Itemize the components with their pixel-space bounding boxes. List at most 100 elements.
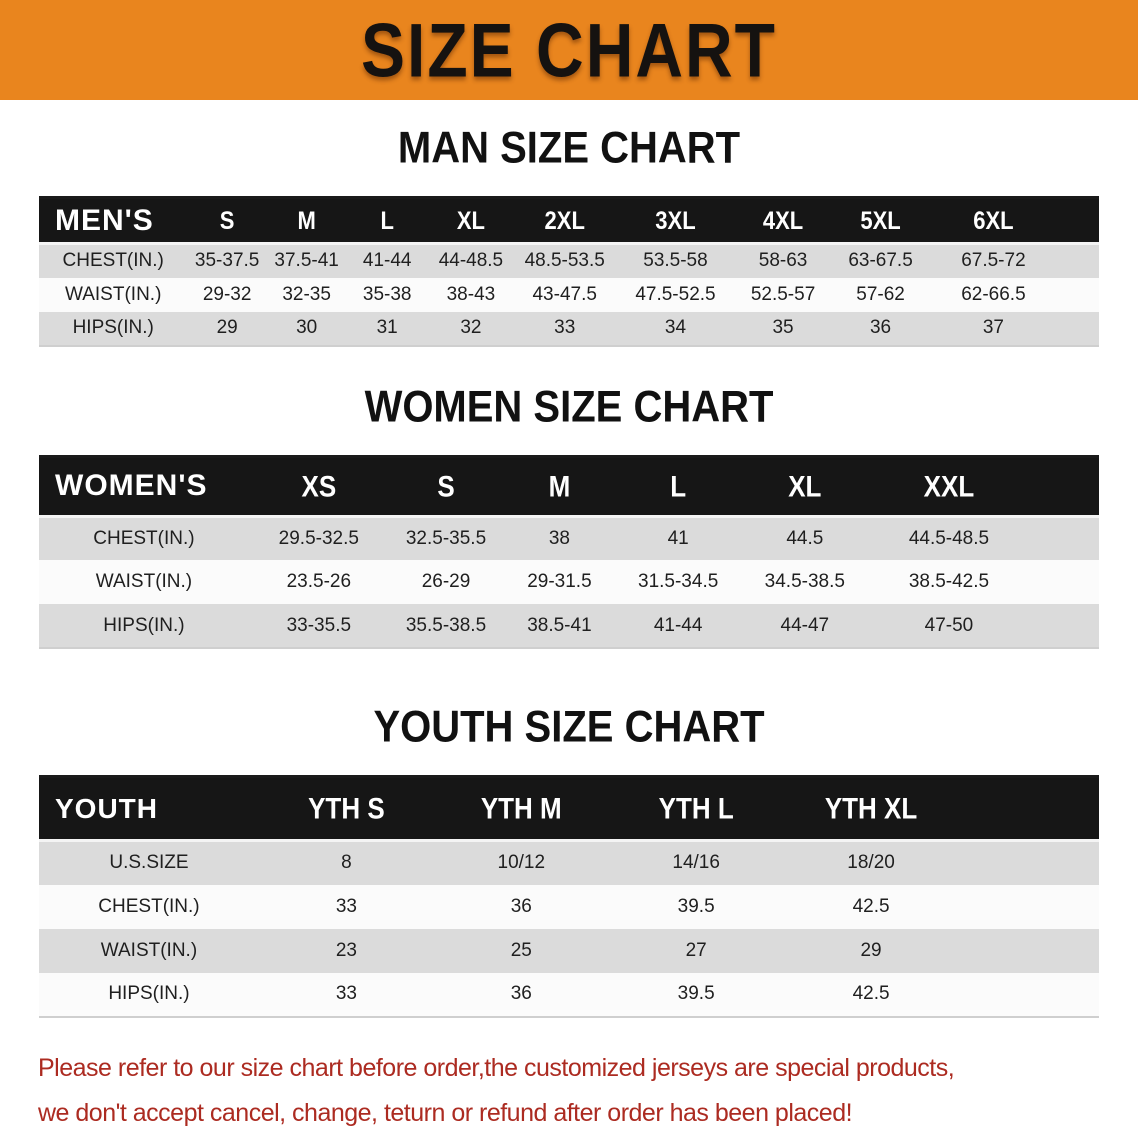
table-row: WAIST(IN.) 23 25 27 29 xyxy=(39,928,1100,973)
table-cell: 27 xyxy=(685,939,707,961)
womens-size-table: WOMEN'S XS S M L XL XXL CHEST(IN.) 29.5-32.5 32.5… xyxy=(39,454,1099,649)
table-row: WAIST(IN.) 29-32 32-35 35-38 38-43 43-47.5 47.… xyxy=(39,277,1100,312)
table-cell: 53.5-58 xyxy=(643,250,708,272)
table-cell: 67.5-72 xyxy=(961,250,1026,272)
table-cell: 29.5-32.5 xyxy=(278,527,359,549)
column-header: 5XL xyxy=(830,197,931,245)
disclaimer: Please refer to our size chart before or… xyxy=(0,1046,1138,1132)
column-header: M xyxy=(266,197,347,245)
column-header: S xyxy=(187,197,267,245)
table-cell: 42.5 xyxy=(852,983,890,1004)
column-header: XL xyxy=(740,456,869,518)
table-cell: 31 xyxy=(376,317,398,338)
table-cell: 42.5 xyxy=(852,895,890,917)
table-row: HIPS(IN.) 33-35.5 35.5-38.5 38.5-41 41-44 44-… xyxy=(39,604,1099,648)
table-cell: 48.5-53.5 xyxy=(524,250,605,272)
table-cell: 31.5-34.5 xyxy=(638,571,719,592)
table-cell: 35.5-38.5 xyxy=(405,614,487,636)
row-label: WAIST(IN.) xyxy=(65,283,162,305)
column-header: YTH L xyxy=(608,776,784,842)
cell-filler xyxy=(1029,560,1099,604)
youth-section: YOUTH SIZE CHART YOUTH YTH S YTH M YTH L YTH… xyxy=(0,702,1138,1018)
header-row: YOUTH YTH S YTH M YTH L YTH XL xyxy=(39,776,1099,842)
table-cell: 39.5 xyxy=(677,895,715,917)
table-cell: 18/20 xyxy=(847,852,895,874)
table-cell: 30 xyxy=(296,317,318,338)
disclaimer-line-2: we don't accept cancel, change, teturn o… xyxy=(38,1098,853,1127)
cell-filler xyxy=(959,929,1100,973)
women-section: WOMEN SIZE CHART WOMEN'S XS S M L XL XXL CHEST(… xyxy=(0,382,1138,649)
table-cell: 35-38 xyxy=(362,283,412,305)
table-cell: 38.5-41 xyxy=(527,614,592,636)
table-cell: 33-35.5 xyxy=(286,614,352,636)
disclaimer-line-1: Please refer to our size chart before or… xyxy=(38,1053,955,1082)
table-cell: 33 xyxy=(335,983,357,1004)
column-header: YTH S xyxy=(258,776,434,842)
column-header: XS xyxy=(248,456,389,518)
header-filler xyxy=(1056,197,1099,245)
table-cell: 37 xyxy=(982,317,1004,338)
column-header: M xyxy=(503,456,616,518)
column-header: XL xyxy=(427,197,514,245)
row-label: WAIST(IN.) xyxy=(95,571,193,592)
women-group-label: WOMEN'S xyxy=(39,456,249,518)
table-cell: 36 xyxy=(869,317,892,338)
table-cell: 38-43 xyxy=(446,283,496,305)
cell-filler xyxy=(959,841,1100,885)
table-cell: 10/12 xyxy=(497,852,546,874)
table-cell: 43-47.5 xyxy=(532,283,597,305)
table-cell: 33 xyxy=(554,317,576,338)
table-cell: 32.5-35.5 xyxy=(405,527,487,549)
table-cell: 33 xyxy=(335,895,357,917)
table-cell: 29 xyxy=(216,317,238,338)
table-cell: 58-63 xyxy=(758,250,808,272)
column-header: XXL xyxy=(868,456,1029,518)
table-cell: 36 xyxy=(510,983,532,1004)
youth-size-chart-title: YOUTH SIZE CHART xyxy=(373,702,765,752)
table-row: U.S.SIZE 8 10/12 14/16 18/20 xyxy=(39,840,1100,885)
table-cell: 47.5-52.5 xyxy=(635,283,716,305)
row-label: CHEST(IN.) xyxy=(62,250,164,272)
table-cell: 32 xyxy=(460,317,482,338)
mens-size-table: MEN'S S M L XL 2XL 3XL 4XL 5XL 6XL CHEST(IN.) 35-37… xyxy=(39,196,1099,347)
cell-filler xyxy=(1057,312,1100,346)
table-row: WAIST(IN.) 23.5-26 26-29 29-31.5 31.5-34.5 34… xyxy=(39,560,1099,604)
column-header: 4XL xyxy=(735,197,831,245)
row-label: WAIST(IN.) xyxy=(100,939,198,961)
table-cell: 44.5-48.5 xyxy=(908,527,990,549)
table-cell: 23 xyxy=(335,939,357,961)
table-cell: 57-62 xyxy=(856,283,905,305)
cell-filler xyxy=(959,885,1100,929)
man-size-chart-title: MAN SIZE CHART xyxy=(397,123,741,173)
table-cell: 44-48.5 xyxy=(438,250,504,272)
table-cell: 63-67.5 xyxy=(848,250,913,272)
table-cell: 38.5-42.5 xyxy=(908,571,990,592)
column-header: YTH XL xyxy=(783,776,959,842)
table-cell: 34.5-38.5 xyxy=(764,571,845,592)
column-header: L xyxy=(615,456,741,518)
row-label: HIPS(IN.) xyxy=(72,317,154,338)
header-row: WOMEN'S XS S M L XL XXL xyxy=(39,456,1099,518)
table-cell: 41 xyxy=(667,527,689,549)
table-cell: 35 xyxy=(772,317,794,338)
table-row: CHEST(IN.) 29.5-32.5 32.5-35.5 38 41 44.5 44.5… xyxy=(39,516,1099,560)
row-label: CHEST(IN.) xyxy=(98,895,200,917)
youth-size-table: YOUTH YTH S YTH M YTH L YTH XL U.S.SIZE 8 10/12… xyxy=(39,775,1099,1018)
column-header: 3XL xyxy=(615,197,736,245)
table-cell: 14/16 xyxy=(672,852,720,874)
column-header: YTH M xyxy=(433,776,609,842)
men-section: MAN SIZE CHART MEN'S S M L XL 2XL 3XL 4XL 5XL 6XL… xyxy=(0,123,1138,347)
table-cell: 62-66.5 xyxy=(961,283,1026,305)
table-cell: 25 xyxy=(510,939,532,961)
row-label: U.S.SIZE xyxy=(109,852,189,874)
banner: SIZE CHART xyxy=(0,0,1138,100)
cell-filler xyxy=(1057,278,1100,312)
row-label: HIPS(IN.) xyxy=(103,614,185,636)
table-cell: 41-44 xyxy=(653,614,703,636)
table-cell: 52.5-57 xyxy=(750,283,816,305)
column-header: 2XL xyxy=(513,197,616,245)
table-row: HIPS(IN.) 33 36 39.5 42.5 xyxy=(39,972,1099,1017)
column-header: S xyxy=(388,456,504,518)
table-cell: 26-29 xyxy=(421,571,471,592)
table-cell: 29-32 xyxy=(202,283,252,305)
